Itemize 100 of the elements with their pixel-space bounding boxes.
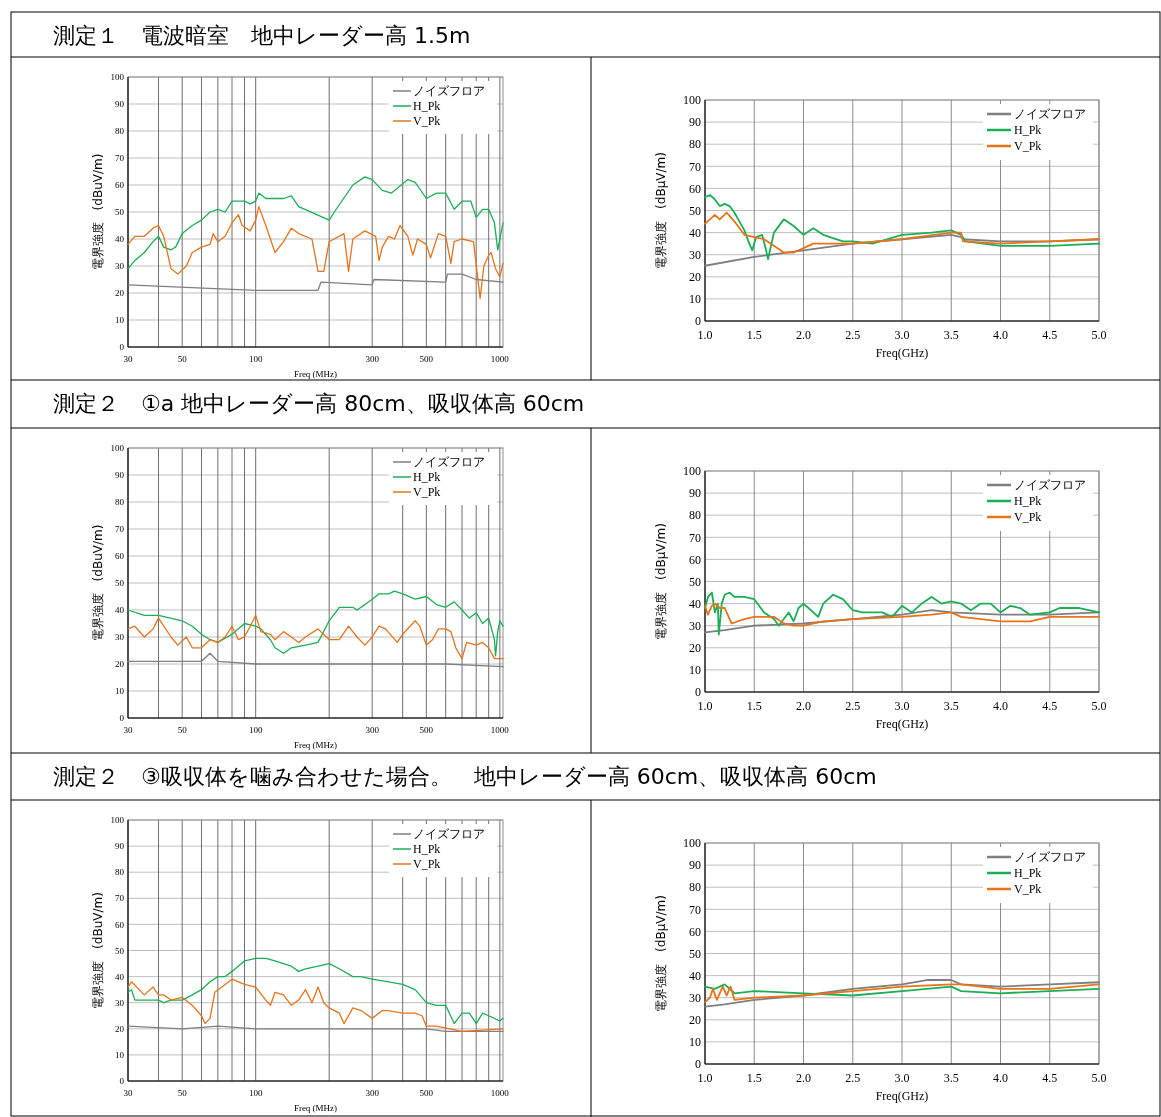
y-tick-label: 10 bbox=[689, 292, 701, 307]
y-tick-label: 60 bbox=[689, 552, 701, 567]
x-tick-label: 100 bbox=[248, 725, 263, 735]
y-tick-label: 50 bbox=[115, 945, 125, 956]
x-tick-label: 4.0 bbox=[993, 1071, 1008, 1085]
x-tick-label: 1000 bbox=[490, 725, 510, 735]
x-tick-label: 3.5 bbox=[943, 699, 959, 713]
y-tick-label: 50 bbox=[689, 574, 701, 589]
y-axis-title: 電界強度 (dBμV/m) bbox=[654, 895, 668, 1012]
y-tick-label: 70 bbox=[115, 153, 125, 164]
x-axis-title: Freq(GHz) bbox=[875, 717, 929, 731]
y-tick-label: 90 bbox=[115, 470, 125, 481]
x-tick-label: 3.0 bbox=[894, 1071, 910, 1085]
y-tick-label: 70 bbox=[689, 159, 701, 174]
x-tick-label: 4.5 bbox=[1042, 1071, 1058, 1085]
y-tick-label: 20 bbox=[115, 288, 125, 299]
x-tick-label: 2.5 bbox=[845, 699, 861, 713]
y-tick-label: 100 bbox=[683, 464, 701, 479]
legend-label: H_Pk bbox=[1014, 494, 1042, 509]
x-tick-label: 50 bbox=[177, 725, 188, 735]
legend-label: V_Pk bbox=[413, 485, 441, 500]
y-tick-label: 30 bbox=[115, 997, 125, 1008]
x-axis-title: Freq(GHz) bbox=[875, 346, 929, 360]
y-tick-label: 100 bbox=[110, 815, 125, 826]
y-tick-label: 80 bbox=[115, 867, 125, 878]
y-tick-label: 0 bbox=[695, 1057, 701, 1072]
y-tick-label: 90 bbox=[689, 115, 701, 130]
chart-title: 測定２ ③吸収体を噛み合わせた場合。 地中レーダー高 60cm、吸収体高 60cm bbox=[53, 764, 877, 789]
x-tick-label: 50 bbox=[177, 1088, 188, 1098]
chart-title: 測定１ 電波暗室 地中レーダー高 1.5m bbox=[53, 23, 471, 48]
x-tick-label: 500 bbox=[419, 725, 434, 735]
y-tick-label: 70 bbox=[115, 893, 125, 904]
line-series bbox=[704, 194, 1100, 261]
legend-label: V_Pk bbox=[413, 857, 441, 872]
y-tick-label: 0 bbox=[119, 713, 125, 724]
x-tick-label: 3.0 bbox=[894, 699, 910, 713]
legend-label: V_Pk bbox=[1014, 139, 1042, 154]
x-axis-title: Freq (MHz) bbox=[293, 1103, 338, 1113]
y-tick-label: 20 bbox=[689, 270, 701, 284]
y-tick-label: 80 bbox=[689, 137, 701, 152]
x-tick-label: 1000 bbox=[490, 354, 510, 364]
y-axis-title: 電界強度 (dBuV/m) bbox=[91, 892, 105, 1009]
y-tick-label: 50 bbox=[115, 207, 125, 218]
x-tick-label: 1.0 bbox=[697, 1071, 713, 1085]
y-tick-label: 30 bbox=[689, 990, 701, 1005]
y-tick-label: 90 bbox=[115, 99, 125, 110]
y-tick-label: 90 bbox=[689, 858, 701, 873]
y-tick-label: 30 bbox=[115, 261, 125, 272]
y-tick-label: 30 bbox=[115, 632, 125, 643]
y-tick-label: 0 bbox=[119, 1076, 125, 1087]
line-series bbox=[704, 983, 1100, 997]
x-axis-title: Freq (MHz) bbox=[293, 740, 338, 750]
legend-label: ノイズフロア bbox=[1014, 107, 1086, 122]
y-tick-label: 30 bbox=[689, 247, 701, 262]
y-tick-label: 10 bbox=[115, 315, 125, 326]
y-tick-label: 50 bbox=[689, 946, 701, 961]
legend-label: ノイズフロア bbox=[413, 84, 485, 99]
y-tick-label: 10 bbox=[115, 1050, 125, 1061]
y-tick-label: 0 bbox=[695, 314, 701, 329]
x-tick-label: 300 bbox=[365, 354, 380, 364]
x-tick-label: 4.5 bbox=[1042, 699, 1058, 713]
x-tick-label: 300 bbox=[365, 1088, 380, 1098]
x-tick-label: 3.0 bbox=[894, 328, 910, 342]
y-tick-label: 40 bbox=[689, 225, 701, 240]
legend-label: ノイズフロア bbox=[413, 455, 485, 470]
y-axis-title: 電界強度 (dBuV/m) bbox=[91, 524, 105, 642]
x-tick-label: 300 bbox=[365, 725, 380, 735]
x-tick-label: 2.0 bbox=[796, 699, 811, 713]
y-tick-label: 20 bbox=[689, 641, 701, 655]
y-tick-label: 80 bbox=[689, 508, 701, 523]
x-tick-label: 50 bbox=[177, 354, 188, 364]
y-tick-label: 10 bbox=[689, 663, 701, 678]
x-tick-label: 5.0 bbox=[1091, 328, 1107, 342]
x-tick-label: 1.5 bbox=[746, 699, 762, 713]
y-tick-label: 40 bbox=[115, 234, 125, 245]
x-tick-label: 3.5 bbox=[943, 1071, 959, 1085]
x-tick-label: 500 bbox=[419, 1088, 434, 1098]
line-series bbox=[704, 591, 1100, 636]
x-tick-label: 5.0 bbox=[1091, 1071, 1107, 1085]
legend-label: ノイズフロア bbox=[413, 827, 485, 842]
y-tick-label: 20 bbox=[115, 1023, 125, 1034]
y-tick-label: 0 bbox=[119, 342, 125, 353]
x-tick-label: 1000 bbox=[490, 1088, 510, 1098]
legend-label: V_Pk bbox=[1014, 882, 1042, 897]
y-tick-label: 70 bbox=[689, 530, 701, 545]
x-tick-label: 5.0 bbox=[1091, 699, 1107, 713]
y-tick-label: 100 bbox=[110, 443, 125, 454]
line-series bbox=[704, 211, 1100, 254]
x-tick-label: 2.0 bbox=[796, 1071, 811, 1085]
y-tick-label: 60 bbox=[689, 181, 701, 196]
y-tick-label: 20 bbox=[689, 1013, 701, 1027]
x-axis-title: Freq(GHz) bbox=[875, 1089, 929, 1103]
y-tick-label: 60 bbox=[115, 919, 125, 930]
y-tick-label: 80 bbox=[689, 880, 701, 895]
x-tick-label: 3.5 bbox=[943, 328, 959, 342]
y-tick-label: 0 bbox=[695, 685, 701, 700]
legend-label: ノイズフロア bbox=[1014, 850, 1086, 865]
y-tick-label: 100 bbox=[110, 72, 125, 83]
y-tick-label: 50 bbox=[689, 203, 701, 218]
x-tick-label: 500 bbox=[419, 354, 434, 364]
